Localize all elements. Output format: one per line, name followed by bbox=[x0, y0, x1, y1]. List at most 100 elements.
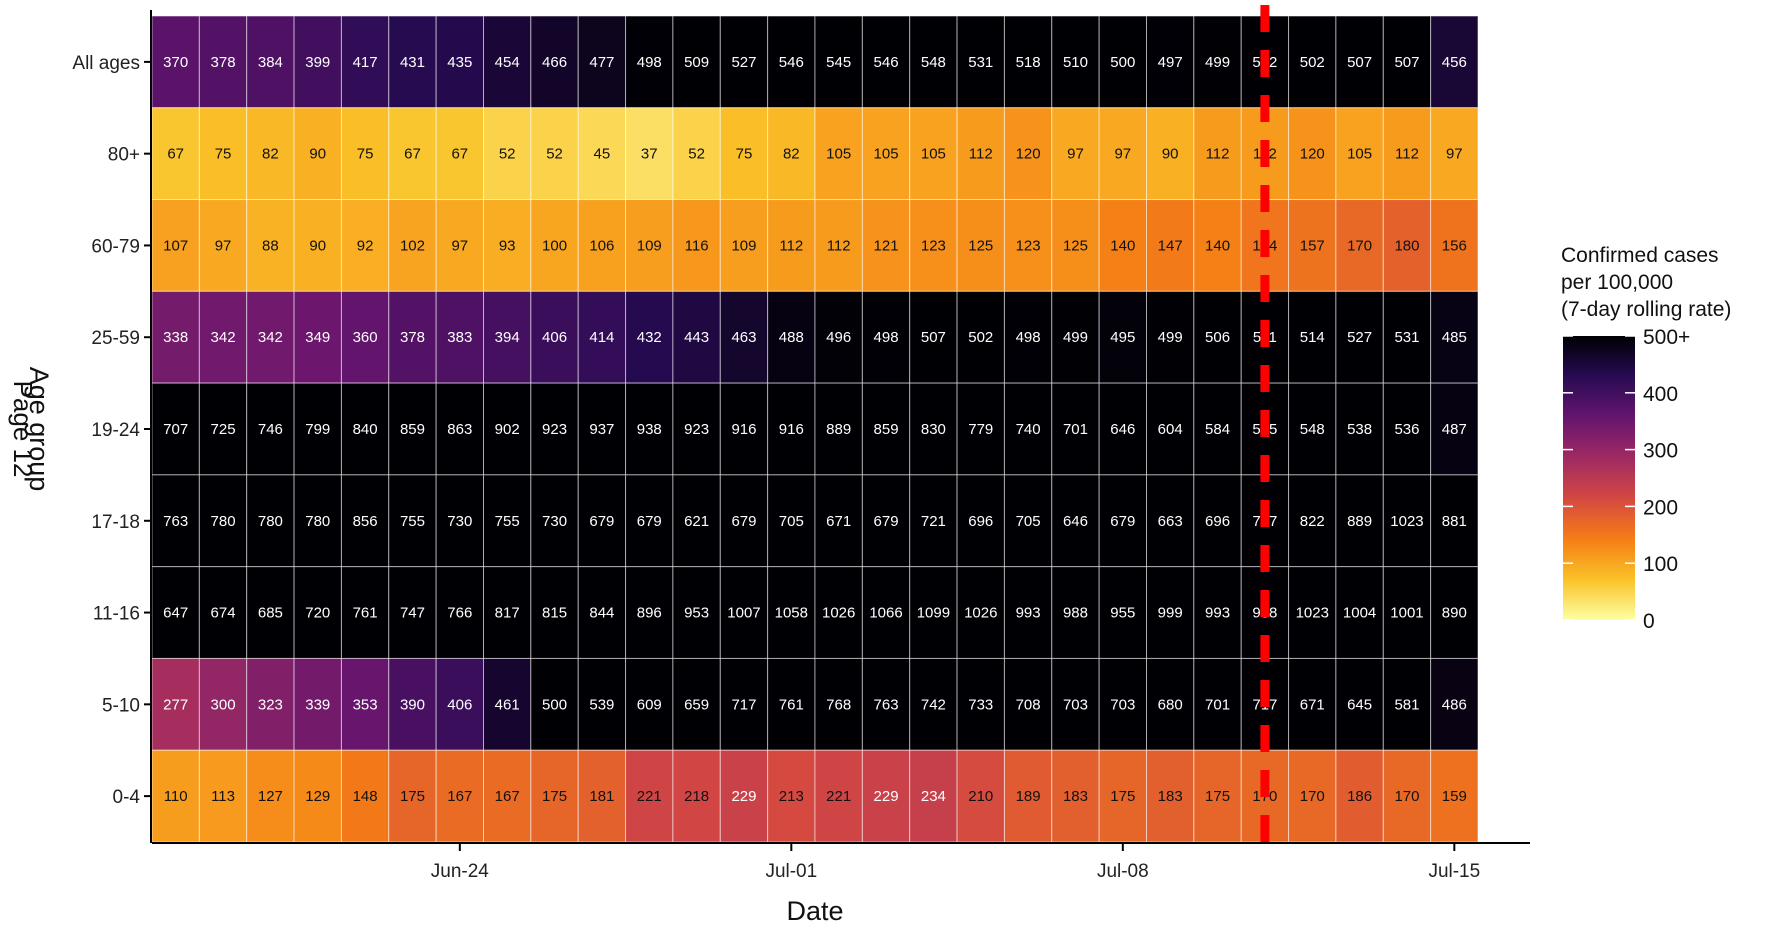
cell-value-label: 435 bbox=[447, 54, 472, 71]
cell-value-label: 527 bbox=[1347, 329, 1372, 346]
cell-value-label: 779 bbox=[968, 421, 993, 438]
cell-value-label: 531 bbox=[1394, 329, 1419, 346]
y-tick-label: 80+ bbox=[108, 145, 140, 166]
heatmap-cell bbox=[435, 566, 484, 659]
cell-value-label: 88 bbox=[262, 237, 279, 254]
cell-value-label: 45 bbox=[594, 146, 611, 163]
cell-value-label: 536 bbox=[1394, 421, 1419, 438]
heatmap-cell bbox=[814, 382, 863, 476]
cell-value-label: 129 bbox=[305, 788, 330, 805]
cell-value-label: 466 bbox=[542, 54, 567, 71]
cell-value-label: 703 bbox=[1110, 696, 1135, 713]
cell-value-label: 189 bbox=[1016, 788, 1041, 805]
cell-value-label: 701 bbox=[1063, 421, 1088, 438]
y-axis-ticks: All ages 80+ 60-79 25-59 19-24 17-18 11-16 5-10… bbox=[72, 53, 152, 808]
cell-value-label: 548 bbox=[1300, 421, 1325, 438]
cell-value-label: 539 bbox=[589, 696, 614, 713]
cell-value-label: 502 bbox=[968, 329, 993, 346]
cell-value-label: 229 bbox=[874, 788, 899, 805]
cell-value-label: 123 bbox=[921, 237, 946, 254]
cell-value-label: 461 bbox=[495, 696, 520, 713]
cell-value-label: 147 bbox=[1158, 237, 1183, 254]
heatmap-cell bbox=[577, 566, 627, 659]
cell-value-label: 680 bbox=[1158, 696, 1183, 713]
cell-value-label: 498 bbox=[874, 329, 899, 346]
heatmap-cell bbox=[388, 474, 437, 568]
heatmap-cell bbox=[814, 474, 863, 568]
heatmap-cell bbox=[1098, 382, 1147, 476]
cell-value-label: 545 bbox=[826, 54, 851, 71]
heatmap-cell bbox=[767, 749, 816, 843]
cell-value-label: 500 bbox=[542, 696, 567, 713]
cell-value-label: 120 bbox=[1300, 146, 1325, 163]
cell-value-label: 499 bbox=[1205, 54, 1230, 71]
cell-value-label: 93 bbox=[499, 237, 516, 254]
cell-value-label: 170 bbox=[1394, 788, 1419, 805]
cell-value-label: 518 bbox=[1016, 54, 1041, 71]
heatmap-cell bbox=[1335, 566, 1384, 659]
cell-value-label: 705 bbox=[1016, 513, 1041, 530]
heatmap-cell bbox=[861, 107, 911, 201]
heatmap-cell bbox=[767, 15, 816, 109]
heatmap-cell bbox=[198, 474, 248, 568]
cell-value-label: 360 bbox=[353, 329, 378, 346]
heatmap-cell bbox=[340, 474, 390, 568]
cell-value-label: 679 bbox=[589, 513, 614, 530]
cell-value-label: 477 bbox=[589, 54, 614, 71]
heatmap-cell bbox=[814, 290, 863, 384]
cell-value-label: 679 bbox=[637, 513, 662, 530]
heatmap-cell bbox=[530, 107, 579, 201]
heatmap-cell bbox=[767, 290, 816, 384]
cell-value-label: 148 bbox=[353, 788, 378, 805]
cell-value-label: 383 bbox=[447, 329, 472, 346]
heatmap-cell bbox=[151, 749, 200, 843]
cell-value-label: 342 bbox=[211, 329, 236, 346]
heatmap-cell bbox=[388, 107, 437, 201]
cell-value-label: 106 bbox=[589, 237, 614, 254]
cell-value-label: 584 bbox=[1205, 421, 1230, 438]
heatmap-cell bbox=[246, 107, 295, 201]
cell-value-label: 679 bbox=[731, 513, 756, 530]
cell-value-label: 105 bbox=[921, 146, 946, 163]
heatmap-cell bbox=[1051, 657, 1100, 751]
cell-value-label: 1099 bbox=[917, 605, 950, 622]
heatmap-cell bbox=[246, 15, 295, 109]
cell-value-label: 183 bbox=[1158, 788, 1183, 805]
heatmap-cell bbox=[625, 474, 674, 568]
cell-value-label: 889 bbox=[826, 421, 851, 438]
heatmap-cell bbox=[1382, 749, 1432, 843]
cell-value-label: 740 bbox=[1016, 421, 1041, 438]
cell-value-label: 1001 bbox=[1390, 605, 1423, 622]
heatmap-cell bbox=[625, 657, 674, 751]
cell-value-label: 604 bbox=[1158, 421, 1183, 438]
heatmap-cell bbox=[956, 199, 1005, 292]
cell-value-label: 90 bbox=[309, 146, 326, 163]
cell-value-label: 97 bbox=[451, 237, 468, 254]
cell-value-label: 175 bbox=[400, 788, 425, 805]
heatmap-cell bbox=[483, 657, 532, 751]
heatmap-cell bbox=[1003, 290, 1053, 384]
cell-value-label: 105 bbox=[826, 146, 851, 163]
cell-value-label: 37 bbox=[641, 146, 658, 163]
heatmap-cell bbox=[1382, 382, 1432, 476]
cell-value-label: 498 bbox=[637, 54, 662, 71]
heatmap-cell bbox=[1382, 107, 1432, 201]
heatmap-cell bbox=[1288, 199, 1337, 292]
cell-value-label: 761 bbox=[353, 605, 378, 622]
cell-value-label: 953 bbox=[684, 605, 709, 622]
heatmap-cell bbox=[1146, 107, 1195, 201]
cell-value-label: 746 bbox=[258, 421, 283, 438]
y-tick-label: 11-16 bbox=[93, 604, 140, 625]
legend-title-line: (7-day rolling rate) bbox=[1561, 298, 1731, 321]
cell-value-label: 799 bbox=[305, 421, 330, 438]
heatmap-cell bbox=[483, 107, 532, 201]
cell-value-label: 97 bbox=[215, 237, 232, 254]
heatmap-cell bbox=[861, 15, 911, 109]
cell-value-label: 923 bbox=[684, 421, 709, 438]
cell-value-label: 733 bbox=[968, 696, 993, 713]
heatmap-cell bbox=[1430, 15, 1479, 109]
heatmap-cell bbox=[340, 749, 390, 843]
cell-value-label: 454 bbox=[495, 54, 520, 71]
cell-value-label: 90 bbox=[309, 237, 326, 254]
cell-value-label: 90 bbox=[1162, 146, 1179, 163]
